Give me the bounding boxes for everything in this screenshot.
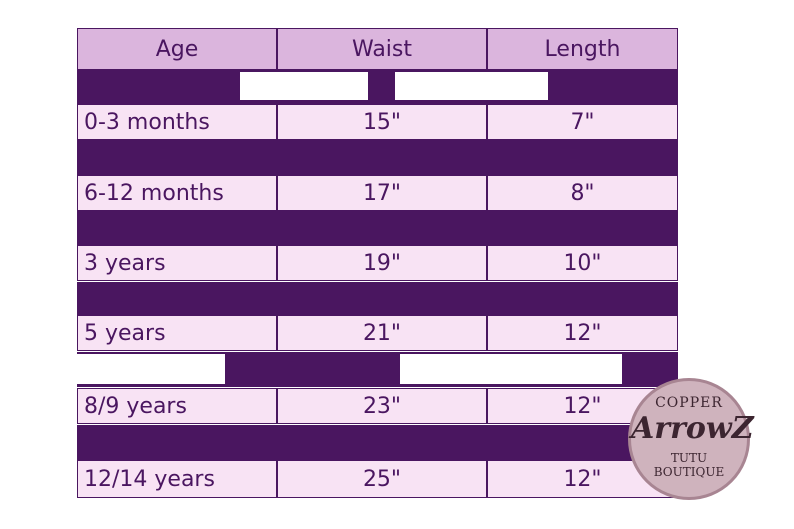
size-cell: 17" [277,175,487,211]
age-cell: 3 years [77,245,277,281]
header-cell: Length [487,28,678,70]
size-cell: 7" [487,104,678,140]
age-cell: 8/9 years [77,388,277,424]
logo-sub: BOUTIQUE [653,465,725,479]
gap [395,72,548,100]
logo-sub: TUTU [670,451,708,465]
logo: COPPER ArrowZ TUTU BOUTIQUE [628,378,754,500]
dark-band [77,70,678,105]
age-cell: 12/14 years [77,460,277,498]
size-cell: 21" [277,315,487,351]
size-cell: 10" [487,245,678,281]
dark-band [77,425,678,460]
age-cell: 5 years [77,315,277,351]
dark-band [77,210,678,245]
age-cell: 0-3 months [77,104,277,140]
size-cell: 23" [277,388,487,424]
dark-band [77,282,678,317]
size-cell: 19" [277,245,487,281]
header-cell: Waist [277,28,487,70]
age-cell: 6-12 months [77,175,277,211]
logo-main: ArrowZ [631,411,754,446]
gap [400,354,622,384]
size-cell: 8" [487,175,678,211]
gap [240,72,368,100]
dark-band [77,140,678,175]
header-cell: Age [77,28,277,70]
logo-top: COPPER [655,395,723,411]
size-cell: 12" [487,315,678,351]
size-cell: 25" [277,460,487,498]
size-cell: 15" [277,104,487,140]
gap [77,354,225,384]
